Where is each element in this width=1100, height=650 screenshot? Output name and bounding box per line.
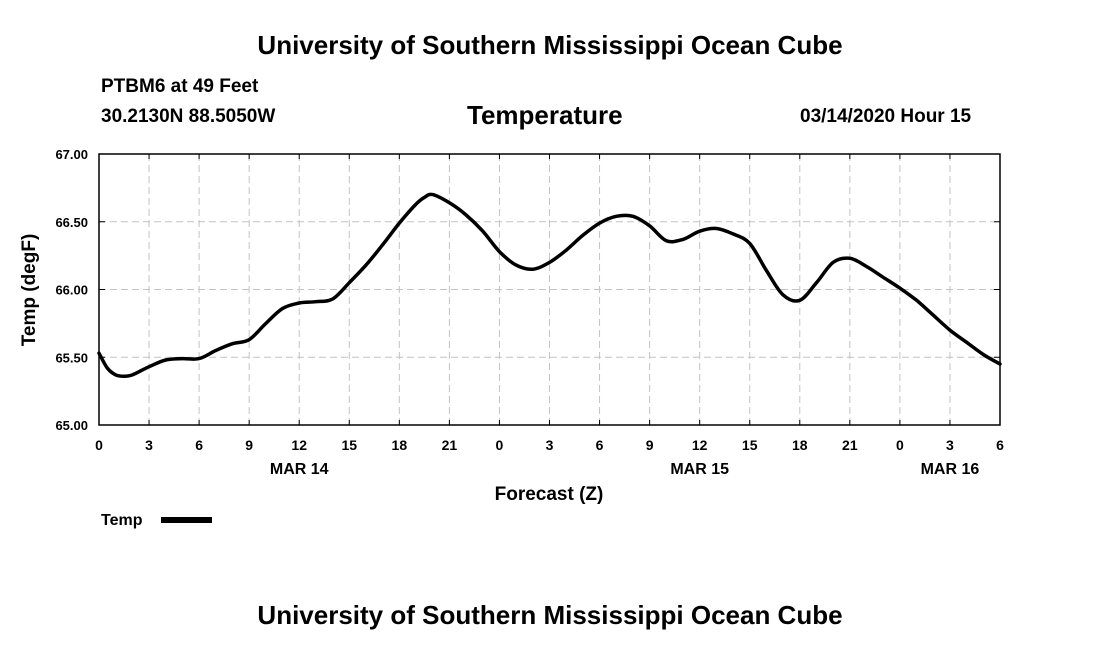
series-line-temp (97, 192, 1002, 378)
y-tick-label: 66.50 (55, 215, 88, 230)
x-tick-label: 21 (442, 437, 458, 453)
x-axis-label: Forecast (Z) (495, 484, 604, 505)
x-tick-label: 3 (946, 437, 954, 453)
station-label: PTBM6 at 49 Feet (101, 76, 259, 97)
grid-lines (99, 154, 1000, 425)
y-tick-label: 66.00 (55, 283, 88, 298)
valid-time-label: 03/14/2020 Hour 15 (800, 106, 972, 127)
y-tick-label: 65.00 (55, 418, 88, 433)
x-tick-label: 0 (496, 437, 504, 453)
axis-tick-labels: 0 3 6 9 12 15 18 21 0 3 6 9 12 15 18 21 0 3 6 65.00 65.50 66.… (55, 147, 1004, 478)
x-tick-label: 15 (742, 437, 758, 453)
x-tick-label: 9 (646, 437, 654, 453)
x-tick-label: 12 (291, 437, 307, 453)
bottom-title: University of Southern Mississippi Ocean… (257, 600, 843, 630)
date-label: MAR 15 (670, 461, 729, 478)
x-tick-label: 9 (245, 437, 253, 453)
coordinates-label: 30.2130N 88.5050W (101, 106, 276, 127)
x-tick-label: 6 (996, 437, 1004, 453)
x-tick-label: 3 (145, 437, 153, 453)
x-tick-label: 21 (842, 437, 858, 453)
x-tick-label: 0 (896, 437, 904, 453)
y-axis-label: Temp (degF) (19, 234, 40, 347)
x-tick-label: 15 (341, 437, 357, 453)
date-label: MAR 14 (270, 461, 329, 478)
chart-title: Temperature (467, 100, 623, 130)
x-tick-label: 3 (546, 437, 554, 453)
x-tick-label: 6 (195, 437, 203, 453)
x-tick-label: 18 (392, 437, 408, 453)
x-tick-label: 0 (95, 437, 103, 453)
x-tick-label: 18 (792, 437, 808, 453)
date-label: MAR 16 (921, 461, 980, 478)
top-title: University of Southern Mississippi Ocean… (257, 30, 843, 60)
x-tick-label: 6 (596, 437, 604, 453)
x-tick-label: 12 (692, 437, 708, 453)
y-tick-label: 67.00 (55, 147, 88, 162)
y-tick-label: 65.50 (55, 350, 88, 365)
legend-label: Temp (101, 512, 143, 529)
axis-ticks (98, 153, 1001, 426)
